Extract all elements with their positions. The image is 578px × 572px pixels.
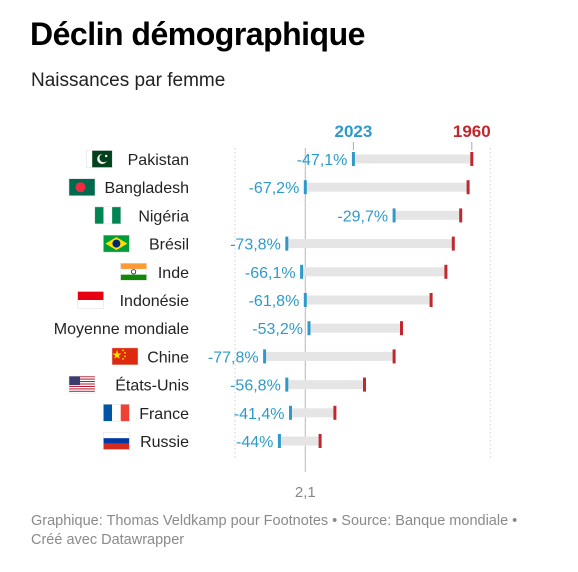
- marker-2023: [285, 236, 289, 251]
- marker-2023: [289, 405, 292, 420]
- marker-1960: [451, 236, 455, 251]
- flag-border: [103, 404, 130, 422]
- indonesia-flag: [77, 291, 104, 309]
- chart-row: -61,8% Indonésie: [77, 291, 433, 310]
- range-bar: [290, 408, 335, 418]
- chart-title: Déclin démographique: [30, 16, 365, 52]
- range-bar: [305, 295, 432, 305]
- range-bar: [353, 154, 472, 164]
- flag-border: [103, 432, 130, 450]
- range-bar: [286, 239, 454, 249]
- chart-row: -44% Russie: [103, 432, 322, 451]
- chart-row: -73,8% Brésil: [103, 234, 455, 254]
- brazil-flag: [103, 234, 130, 253]
- chart-row: -67,2% Bangladesh: [68, 178, 470, 197]
- marker-2023: [263, 349, 267, 364]
- row-label: États-Unis: [115, 376, 189, 395]
- flag-border: [120, 263, 147, 281]
- change-label: -61,8%: [249, 293, 300, 310]
- legend-2023: 2023: [334, 122, 372, 141]
- row-label: Nigéria: [138, 208, 189, 225]
- marker-1960: [429, 293, 433, 307]
- row-label: Chine: [147, 349, 189, 366]
- marker-1960: [392, 349, 396, 364]
- row-label: Bangladesh: [104, 180, 189, 197]
- pakistan-flag: [85, 150, 113, 168]
- marker-2023: [351, 152, 355, 166]
- marker-1960: [363, 377, 366, 392]
- change-label: -44%: [236, 434, 273, 451]
- range-bar: [264, 351, 395, 361]
- marker-1960: [459, 208, 463, 223]
- change-label: -53,2%: [252, 321, 303, 338]
- row-label: France: [139, 406, 189, 423]
- flag-border: [68, 375, 96, 394]
- marker-2023: [300, 264, 304, 279]
- bangladesh-flag: [68, 178, 96, 196]
- range-bar: [305, 182, 469, 192]
- marker-2023: [392, 208, 396, 223]
- change-label: -56,8%: [230, 378, 281, 395]
- marker-1960: [318, 434, 322, 448]
- flag-border: [85, 150, 113, 168]
- marker-1960: [470, 152, 474, 166]
- row-label: Pakistan: [128, 152, 189, 169]
- nigeria-flag: [94, 206, 122, 225]
- row-label: Moyenne mondiale: [54, 321, 189, 338]
- change-label: -77,8%: [208, 349, 259, 366]
- china-flag: [111, 347, 139, 366]
- change-label: -47,1%: [297, 152, 348, 169]
- change-label: -67,2%: [249, 180, 300, 197]
- dumbbell-chart: 2,1 2023 1960 -47,1% Pakistan -67,2% Banglades…: [54, 122, 491, 501]
- range-bar: [286, 380, 365, 390]
- range-bar: [301, 267, 446, 277]
- russia-flag: [103, 432, 130, 450]
- legend-1960: 1960: [453, 122, 491, 141]
- france-flag: [103, 404, 130, 422]
- usa-flag: [68, 375, 96, 394]
- marker-2023: [285, 377, 289, 392]
- chart-row: -53,2% Moyenne mondiale: [54, 321, 403, 338]
- flag-border: [68, 178, 96, 196]
- chart-row: -41,4% France: [103, 404, 337, 423]
- range-bar: [279, 436, 321, 446]
- row-label: Russie: [140, 434, 189, 451]
- range-bar: [394, 210, 461, 220]
- chart-row: -47,1% Pakistan: [85, 150, 474, 169]
- row-label: Inde: [158, 265, 189, 282]
- row-label: Brésil: [149, 237, 189, 254]
- marker-1960: [400, 321, 403, 336]
- marker-2023: [303, 180, 307, 195]
- marker-1960: [333, 405, 337, 420]
- marker-2023: [277, 434, 281, 448]
- change-label: -41,4%: [234, 406, 285, 423]
- change-label: -73,8%: [230, 237, 281, 254]
- reference-line-label: 2,1: [295, 484, 316, 501]
- source-footer: Graphique: Thomas Veldkamp pour Footnote…: [31, 513, 518, 548]
- chart-row: -29,7% Nigéria: [94, 206, 463, 225]
- india-flag: [120, 263, 147, 281]
- chart-row: -56,8% États-Unis: [68, 375, 366, 395]
- marker-2023: [307, 321, 311, 336]
- flag-border: [94, 206, 122, 225]
- chart-subtitle: Naissances par femme: [31, 70, 226, 91]
- chart-row: -77,8% Chine: [111, 347, 396, 366]
- flag-border: [103, 234, 130, 253]
- change-label: -66,1%: [245, 265, 296, 282]
- flag-border: [77, 291, 104, 309]
- row-label: Indonésie: [120, 293, 189, 310]
- change-label: -29,7%: [337, 208, 388, 225]
- marker-1960: [466, 180, 470, 195]
- chart-row: -66,1% Inde: [120, 263, 448, 282]
- range-bar: [309, 323, 402, 333]
- flag-border: [111, 347, 139, 366]
- marker-1960: [444, 264, 448, 279]
- marker-2023: [303, 293, 307, 307]
